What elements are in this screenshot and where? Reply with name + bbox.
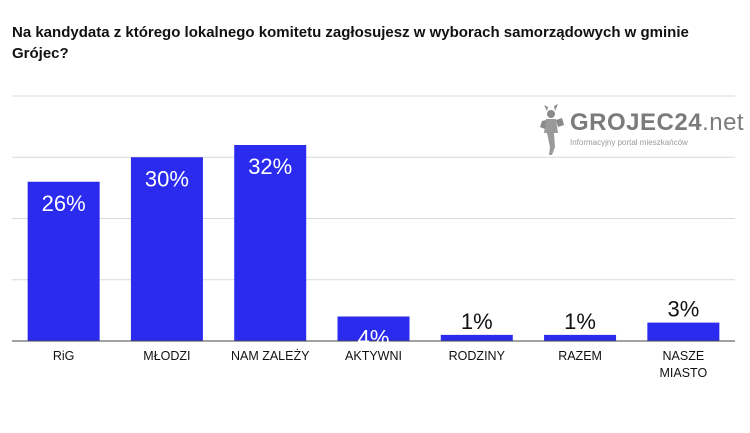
bars (27, 145, 720, 341)
value-label: 1% (461, 309, 493, 334)
value-label: 30% (145, 166, 189, 191)
bar (234, 145, 307, 341)
jester-figure-icon (540, 104, 564, 155)
value-labels: 26% 30% 32% 4% 1% 1% 3% (42, 154, 700, 351)
category-label: NAM ZALEŻY (231, 349, 310, 363)
bar (337, 316, 410, 341)
category-label: RODZINY (449, 349, 506, 363)
value-label: 32% (248, 154, 292, 179)
category-label: MIASTO (660, 366, 708, 380)
bar (440, 334, 513, 341)
category-label: AKTYWNI (345, 349, 402, 363)
bar (130, 157, 203, 341)
grojec24-logo: GROJEC24.net Informacyjny portal mieszka… (534, 103, 744, 163)
category-label: RAZEM (558, 349, 602, 363)
bar (544, 334, 617, 341)
value-label: 1% (564, 309, 596, 334)
chart-title: Na kandydata z którego lokalnego komitet… (12, 24, 689, 62)
category-label: RiG (53, 349, 75, 363)
value-label: 4% (358, 326, 390, 351)
value-label: 3% (667, 297, 699, 322)
category-labels: RiG MŁODZI NAM ZALEŻY AKTYWNI RODZINY RAZEM NA… (53, 349, 708, 380)
logo-name-main: GROJEC24 (570, 109, 703, 136)
bar (27, 181, 100, 341)
value-label: 26% (42, 191, 86, 216)
category-label: NASZE (663, 349, 705, 363)
logo-tagline: Informacyjny portal mieszkańców (570, 138, 688, 147)
category-label: MŁODZI (143, 349, 190, 363)
logo-wordmark: GROJEC24.net (570, 109, 744, 137)
bar (647, 322, 720, 341)
logo-name-suffix: .net (702, 109, 745, 136)
